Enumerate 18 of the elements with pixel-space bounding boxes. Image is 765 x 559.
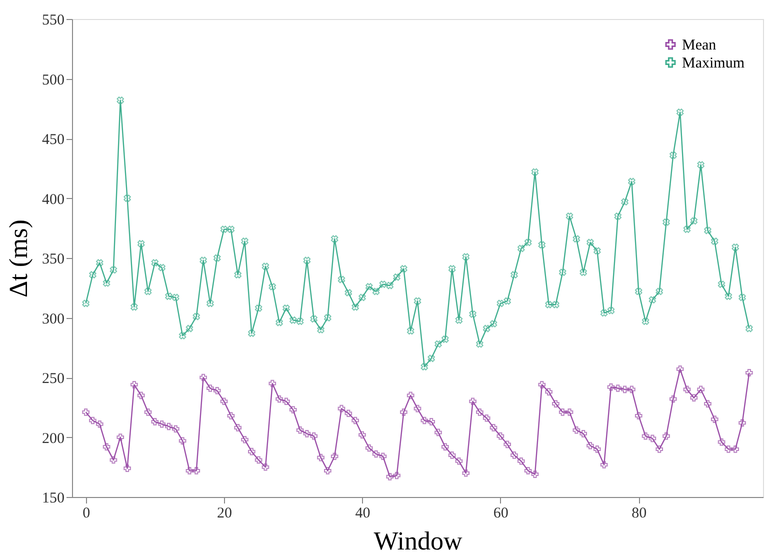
y-tick-label: 550 [42, 12, 64, 28]
y-tick-label: 400 [42, 192, 64, 208]
x-axis-title: Window [374, 526, 462, 556]
legend-label: Mean [682, 38, 717, 54]
x-tick-label: 80 [632, 506, 647, 522]
y-tick-label: 300 [42, 311, 64, 328]
legend-label: Maximum [682, 56, 745, 72]
x-tick-label: 20 [217, 506, 232, 522]
y-tick-label: 200 [42, 430, 64, 447]
y-tick-label: 150 [42, 490, 64, 506]
y-tick-label: 450 [42, 132, 64, 148]
y-tick-label: 250 [42, 371, 64, 387]
y-axis-title: Δt (ms) [4, 219, 33, 298]
x-tick-label: 60 [493, 506, 508, 522]
y-tick-label: 500 [42, 72, 64, 88]
x-tick-label: 0 [82, 506, 90, 522]
y-tick-label: 350 [42, 252, 64, 268]
x-tick-label: 40 [355, 506, 370, 522]
